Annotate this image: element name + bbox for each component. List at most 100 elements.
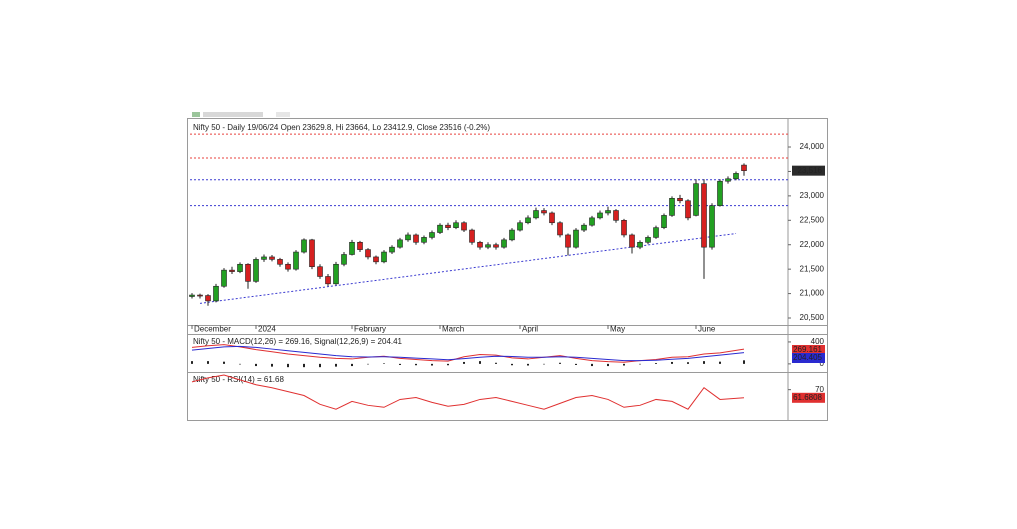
candle-body (485, 244, 491, 248)
histogram-bar (271, 363, 273, 367)
candle-body (477, 241, 483, 248)
value-tag-label: 61.6808 (793, 393, 822, 402)
value-tag (792, 345, 825, 355)
indicator-line (191, 374, 745, 410)
histogram-bar (431, 363, 433, 366)
histogram-bar (687, 362, 689, 364)
histogram-bar (671, 361, 673, 364)
value-tag-label: 269.161 (793, 345, 822, 354)
candle-body (293, 251, 299, 270)
histogram-bar (191, 361, 193, 364)
candle-body (469, 229, 475, 243)
y-tick-label: 0 (820, 359, 825, 368)
candle-body (445, 224, 451, 228)
candle-body (653, 227, 659, 238)
histogram-bar (463, 361, 465, 364)
histogram-bar (351, 363, 353, 367)
histogram-bar (511, 363, 513, 366)
toolbar-tab (276, 112, 290, 117)
price-title: Nifty 50 - Daily 19/06/24 Open 23629.8, … (193, 123, 490, 132)
candle-body (621, 219, 627, 236)
y-tick-label: 23,000 (800, 191, 825, 200)
histogram-bar (223, 361, 225, 364)
histogram-bar (495, 362, 497, 364)
candle-body (669, 198, 675, 216)
x-tick-label: March (442, 325, 464, 334)
candle-body (741, 164, 747, 171)
y-tick-label: 70 (815, 385, 824, 394)
candle-body (277, 259, 283, 265)
value-tag-label: 204.405 (793, 353, 822, 362)
histogram-bar (239, 363, 241, 365)
x-tick-label: 2024 (258, 325, 276, 334)
candle-body (645, 237, 651, 243)
y-tick-label: 400 (811, 337, 825, 346)
x-tick-label: February (354, 325, 386, 334)
candle-body (549, 212, 555, 224)
candle-body (229, 269, 235, 272)
candle-body (413, 234, 419, 243)
candle-body (333, 263, 339, 285)
candle-body (541, 210, 547, 214)
candle-body (397, 239, 403, 248)
histogram-bar (719, 361, 721, 364)
histogram-bar (639, 363, 641, 365)
indicator-line (191, 345, 745, 362)
candle-body (237, 263, 243, 272)
histogram-bar (255, 363, 257, 367)
histogram-bar (559, 362, 561, 364)
toolbar-icon (192, 112, 200, 117)
candle-body (405, 234, 411, 241)
value-tag (792, 392, 825, 403)
candle-body (661, 215, 667, 228)
candle-body (453, 222, 459, 228)
candle-body (693, 183, 699, 216)
candle-body (605, 210, 611, 214)
histogram-bar (543, 363, 545, 365)
candle-body (493, 244, 499, 248)
candle-body (637, 241, 643, 248)
candle-body (357, 241, 363, 250)
candle-body (205, 295, 211, 302)
macd-title: Nifty 50 - MACD(12,26) = 269.16, Signal(… (193, 337, 403, 346)
y-tick-label: 22,500 (800, 215, 825, 224)
x-tick-label: December (194, 325, 231, 334)
histogram-bar (703, 361, 705, 364)
x-tick-label: April (522, 325, 538, 334)
histogram-bar (527, 363, 529, 366)
candle-body (677, 198, 683, 202)
candle-body (373, 256, 379, 263)
candle-body (309, 239, 315, 268)
x-tick-label: May (610, 325, 625, 334)
candle-body (325, 276, 331, 285)
y-tick-label: 21,000 (800, 289, 825, 298)
candle-body (557, 222, 563, 236)
candle-body (429, 232, 435, 238)
histogram-bar (303, 363, 305, 368)
histogram-bar (607, 363, 609, 367)
candle-body (517, 222, 523, 231)
y-tick-label: 24,000 (800, 142, 825, 151)
candle-body (421, 237, 427, 243)
candle-body (437, 224, 443, 233)
candle-body (509, 229, 515, 241)
histogram-bar (447, 363, 449, 366)
candle-body (461, 222, 467, 231)
x-tick-label: June (698, 325, 716, 334)
value-tag-label: 23,516 (798, 166, 823, 175)
candle-body (245, 263, 251, 282)
toolbar-tab (203, 112, 263, 117)
candle-body (581, 224, 587, 231)
candle-body (349, 241, 355, 255)
candle-body (365, 249, 371, 258)
candle-body (613, 210, 619, 221)
histogram-bar (415, 363, 417, 366)
histogram-bar (367, 363, 369, 365)
candle-body (717, 180, 723, 206)
candle-body (221, 269, 227, 287)
candle-body (525, 217, 531, 224)
value-tag (792, 353, 825, 363)
candle-body (725, 178, 731, 182)
